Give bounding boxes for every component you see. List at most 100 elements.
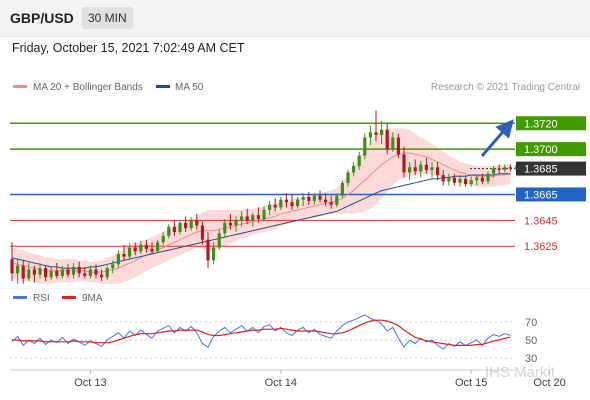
candle	[441, 169, 445, 186]
ma50-line	[11, 173, 511, 269]
candle-body	[55, 270, 59, 276]
candle-body	[38, 268, 42, 275]
level-label-1.3645: 1.3645	[524, 215, 558, 227]
candle-body	[469, 180, 473, 185]
candle	[301, 193, 305, 207]
candle-body	[178, 222, 182, 232]
timeframe-button[interactable]: 30 MIN	[82, 7, 133, 29]
rsi-ma-line	[12, 319, 511, 346]
timestamp: Friday, October 15, 2021 7:02:49 AM CET	[12, 41, 245, 55]
bollinger-band	[12, 128, 511, 284]
candle	[385, 123, 389, 155]
candle	[228, 213, 232, 230]
candle	[374, 110, 378, 142]
candle	[452, 173, 456, 186]
legend-rsi-swatch	[13, 296, 27, 299]
x-axis-labels: Oct 13 Oct 14 Oct 15 Oct 20	[74, 370, 566, 389]
candle	[245, 208, 249, 225]
candle	[329, 195, 333, 209]
candle	[335, 193, 339, 208]
candle	[508, 164, 512, 172]
candle	[116, 250, 120, 269]
level-lines	[10, 122, 515, 247]
candle-body	[72, 266, 76, 275]
candle	[408, 162, 412, 181]
candle-body	[228, 222, 232, 226]
legend-ma20: MA 20 + Bollinger Bands	[33, 82, 143, 93]
candle-body	[464, 178, 468, 185]
candle-body	[268, 204, 272, 210]
legend-ma50-swatch	[156, 85, 170, 88]
candle-body	[340, 182, 344, 196]
candle	[469, 176, 473, 187]
candle-body	[385, 129, 389, 150]
candle	[55, 263, 59, 279]
candle-body	[240, 216, 244, 221]
candle	[402, 146, 406, 178]
level-label-1.3700: 1.3700	[524, 144, 558, 156]
x-label-oct-14: Oct 14	[265, 377, 297, 389]
candle-body	[206, 239, 210, 261]
candle-body	[156, 242, 160, 252]
candle	[279, 197, 283, 210]
candle	[32, 265, 36, 283]
candle	[195, 213, 199, 230]
candle-body	[144, 244, 148, 249]
candle-body	[318, 195, 322, 200]
candle	[436, 162, 440, 181]
candle-body	[352, 165, 356, 173]
candle-body	[436, 167, 440, 176]
candle	[352, 162, 356, 177]
candle	[49, 266, 53, 280]
candle	[475, 175, 479, 186]
candle	[139, 241, 143, 254]
rsi-lines	[11, 314, 511, 350]
candle-body	[27, 269, 31, 279]
candle	[133, 242, 137, 256]
candle-body	[284, 199, 288, 203]
candle	[72, 263, 76, 279]
candle	[172, 220, 176, 236]
candle	[307, 191, 311, 205]
forecast-arrow[interactable]	[480, 119, 514, 157]
candle	[284, 193, 288, 208]
candle-body	[111, 264, 115, 269]
candle	[464, 175, 468, 187]
candle-body	[100, 274, 104, 278]
level-label-1.3625: 1.3625	[524, 241, 558, 253]
candle-body	[452, 177, 456, 183]
candle-body	[245, 216, 249, 221]
candle	[340, 180, 344, 199]
candle	[212, 242, 216, 265]
candle	[77, 261, 81, 278]
candle	[217, 229, 221, 251]
candle	[430, 162, 434, 178]
rsi-gridlines: 70 50 30	[10, 317, 537, 365]
candle	[83, 266, 87, 279]
candle-body	[234, 220, 238, 226]
candle-body	[139, 244, 143, 252]
level-badge-1.3665	[516, 187, 586, 202]
candle	[346, 169, 350, 187]
x-label-oct-15: Oct 15	[455, 377, 487, 389]
candle-body	[94, 269, 98, 275]
candle	[189, 217, 193, 231]
candle-body	[312, 195, 316, 201]
candle-body	[262, 209, 266, 220]
candle-body	[503, 167, 507, 170]
candle	[122, 244, 126, 261]
candle	[156, 239, 160, 253]
candle	[391, 132, 395, 152]
candle-body	[329, 202, 333, 205]
candle	[167, 224, 171, 239]
candle-body	[189, 220, 193, 229]
candle	[105, 265, 109, 280]
candle-body	[357, 155, 361, 166]
watermark: IHS Markit	[485, 364, 556, 381]
candle	[357, 151, 361, 170]
candle-body	[307, 197, 311, 201]
candle	[262, 206, 266, 222]
candle	[419, 160, 423, 178]
candle	[363, 133, 367, 160]
